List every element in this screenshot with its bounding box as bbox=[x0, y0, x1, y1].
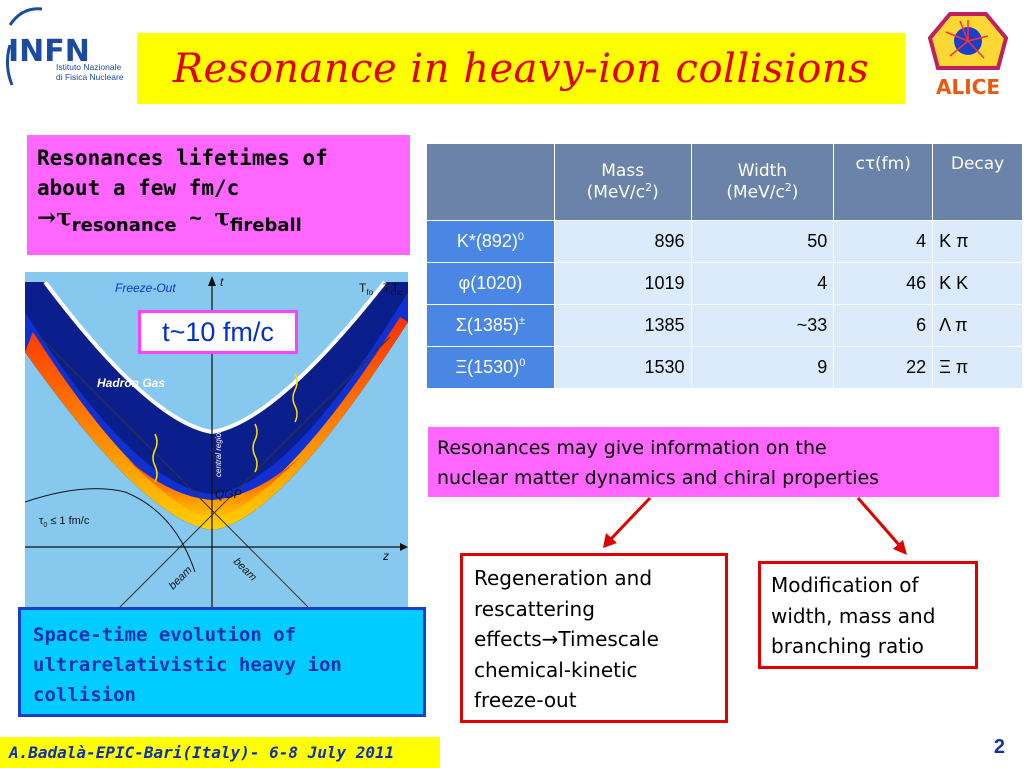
cell-ctau: 22 bbox=[833, 346, 934, 389]
info-line-1: Resonances may give information on the bbox=[437, 437, 827, 459]
table-row: φ(1020) 1019 4 46 K K bbox=[426, 262, 1023, 305]
svg-text:Tch: Tch bbox=[383, 281, 399, 297]
regen-line-5: freeze-out bbox=[474, 688, 577, 712]
cell-decay: Ξ π bbox=[932, 346, 1023, 389]
svg-text:Hadron Gas: Hadron Gas bbox=[97, 376, 165, 390]
spacetime-caption: Space-time evolution of ultrarelativisti… bbox=[18, 607, 426, 717]
svg-text:Tfo: Tfo bbox=[359, 281, 374, 297]
header-ctau: cτ(fm) bbox=[833, 143, 934, 221]
regen-line-3: effects→Timescale bbox=[474, 627, 659, 651]
svg-text:di Fisica Nucleare: di Fisica Nucleare bbox=[56, 72, 124, 82]
spacetime-line-3: collision bbox=[33, 684, 136, 706]
title-banner: Resonance in heavy-ion collisions bbox=[137, 33, 905, 104]
header-width: Width (MeV/c2) bbox=[690, 143, 835, 221]
cell-width: 9 bbox=[690, 346, 835, 389]
tau-symbol: τ bbox=[56, 204, 72, 231]
cell-width: 50 bbox=[690, 220, 835, 263]
header-mass: Mass (MeV/c2) bbox=[553, 143, 692, 221]
cell-name: Σ(1385)± bbox=[426, 304, 555, 347]
info-box: Resonances may give information on the n… bbox=[428, 427, 999, 497]
modification-box: Modification of width, mass and branchin… bbox=[758, 561, 978, 669]
svg-text:z: z bbox=[382, 549, 389, 563]
cell-decay: Λ π bbox=[932, 304, 1023, 347]
footer-author: A.Badalà-EPIC-Bari(Italy)- 6-8 July 2011 bbox=[0, 737, 440, 768]
svg-text:τ0 ≤ 1 fm/c: τ0 ≤ 1 fm/c bbox=[39, 515, 90, 529]
regen-line-2: rescattering bbox=[474, 596, 595, 621]
svg-text:Freeze-Out: Freeze-Out bbox=[115, 281, 176, 295]
lifetime-box: Resonances lifetimes of about a few fm/c… bbox=[27, 135, 410, 255]
infn-logo: INFN Istituto Nazionale di Fisica Nuclea… bbox=[2, 5, 137, 90]
cell-decay: K π bbox=[932, 220, 1023, 263]
cell-mass: 1385 bbox=[553, 304, 692, 347]
svg-text:Istituto Nazionale: Istituto Nazionale bbox=[56, 62, 121, 72]
tau-fireball-sub: fireball bbox=[230, 215, 302, 236]
arrowhead-left bbox=[603, 533, 617, 548]
header-empty bbox=[426, 143, 555, 221]
cell-name: K*(892)0 bbox=[426, 220, 555, 263]
tilde-symbol: ~ bbox=[189, 206, 202, 230]
regen-line-4: chemical-kinetic bbox=[474, 657, 638, 682]
table-row: K*(892)0 896 50 4 K π bbox=[426, 220, 1023, 263]
cell-name: φ(1020) bbox=[426, 262, 555, 305]
time-label: t~10 fm/c bbox=[138, 310, 298, 354]
svg-text:t: t bbox=[220, 275, 224, 289]
page-number: 2 bbox=[993, 736, 1005, 758]
modif-line-2: width, mass and bbox=[771, 603, 936, 628]
svg-text:central region: central region bbox=[214, 428, 223, 477]
table-row: Ξ(1530)0 1530 9 22 Ξ π bbox=[426, 346, 1023, 389]
table-header-row: Mass (MeV/c2) Width (MeV/c2) cτ(fm) Decay bbox=[426, 143, 1023, 221]
regen-line-1: Regeneration and bbox=[474, 566, 653, 590]
lifetime-relation: →τresonance ~ τfireball bbox=[37, 203, 400, 241]
cell-mass: 1019 bbox=[553, 262, 692, 305]
resonance-table: Mass (MeV/c2) Width (MeV/c2) cτ(fm) Decay … bbox=[426, 143, 1023, 389]
svg-text:ALICE: ALICE bbox=[936, 75, 1000, 98]
header-decay: Decay bbox=[932, 143, 1023, 221]
arrow-symbol: → bbox=[37, 204, 57, 231]
spacetime-line-2: ultrarelativistic heavy ion bbox=[33, 654, 342, 676]
cell-width: ~33 bbox=[690, 304, 835, 347]
svg-text:Tc: Tc bbox=[392, 281, 403, 297]
alice-logo: ALICE bbox=[918, 6, 1018, 99]
cell-width: 4 bbox=[690, 262, 835, 305]
cell-ctau: 46 bbox=[833, 262, 934, 305]
cell-ctau: 4 bbox=[833, 220, 934, 263]
slide-title: Resonance in heavy-ion collisions bbox=[172, 45, 870, 92]
modif-line-3: branching ratio bbox=[771, 634, 924, 658]
arrowhead-right bbox=[893, 540, 907, 555]
info-line-2: nuclear matter dynamics and chiral prope… bbox=[437, 467, 880, 489]
tau-symbol-2: τ bbox=[214, 204, 231, 231]
spacetime-line-1: Space-time evolution of bbox=[33, 624, 297, 646]
cell-mass: 1530 bbox=[553, 346, 692, 389]
modif-line-1: Modification of bbox=[771, 573, 919, 597]
svg-text:beam: beam bbox=[231, 556, 259, 584]
svg-text:INFN: INFN bbox=[8, 34, 90, 69]
cell-name: Ξ(1530)0 bbox=[426, 346, 555, 389]
cell-ctau: 6 bbox=[833, 304, 934, 347]
table-row: Σ(1385)± 1385 ~33 6 Λ π bbox=[426, 304, 1023, 347]
cell-mass: 896 bbox=[553, 220, 692, 263]
lifetime-line-1: Resonances lifetimes of bbox=[37, 146, 328, 170]
svg-text:QGP: QGP bbox=[215, 487, 242, 501]
cell-decay: K K bbox=[932, 262, 1023, 305]
svg-text:beam: beam bbox=[167, 564, 195, 592]
tau-resonance-sub: resonance bbox=[71, 215, 177, 236]
regeneration-box: Regeneration and rescattering effects→Ti… bbox=[460, 553, 728, 723]
lifetime-line-2: about a few fm/c bbox=[37, 176, 240, 200]
